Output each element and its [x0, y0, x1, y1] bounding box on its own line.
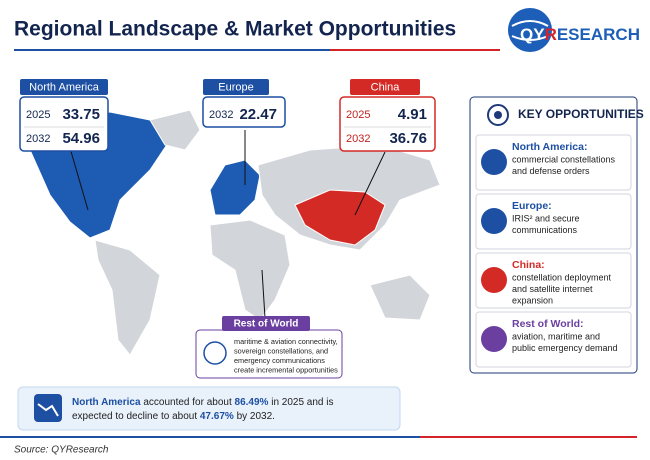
opportunity-list: North America:commercial constellations a… — [475, 134, 632, 368]
callout-label: China — [371, 81, 401, 93]
callout-value: 33.75 — [62, 106, 100, 123]
callout-value: 54.96 — [62, 130, 100, 147]
logo-globe — [508, 8, 552, 52]
australia — [369, 274, 431, 321]
callout-year: 2032 — [346, 133, 370, 145]
summary-box — [17, 386, 401, 431]
row-label: Rest of World — [234, 319, 299, 330]
callout-label-bg — [20, 79, 108, 95]
opportunity-heading: Europe: — [512, 200, 552, 212]
europe — [209, 159, 261, 216]
row-text: maritime & aviation connectivity,soverei… — [234, 337, 338, 375]
callout-label-bg — [203, 79, 269, 95]
opportunity-card — [475, 193, 632, 250]
opportunity-text: constellation deployment — [512, 272, 612, 282]
leader-line — [69, 147, 89, 211]
callout-value: 4.91 — [398, 106, 427, 123]
summary-part: expected to decline to about — [72, 411, 200, 422]
summary-icon — [37, 403, 59, 417]
callout-year: 2025 — [346, 109, 370, 121]
globe-icon — [203, 341, 227, 365]
callout-year: 2032 — [26, 133, 50, 145]
title: Regional Landscape & Market Opportunitie… — [14, 18, 456, 41]
opportunity-text: aviation, maritime and — [512, 331, 600, 341]
row-line: emergency communications — [234, 356, 325, 365]
target-icon — [487, 104, 509, 126]
opportunity-text: communications — [512, 225, 578, 235]
row-line: create incremental opportunities — [234, 365, 338, 374]
opportunity-card — [475, 311, 632, 368]
logo-part: ESEARCH — [557, 25, 640, 44]
callout-value: 36.76 — [389, 130, 427, 147]
opportunity-text: IRIS² and secure — [512, 213, 580, 223]
callout-label: Europe — [218, 81, 253, 93]
leader-line — [261, 269, 266, 319]
leader-line — [354, 151, 386, 216]
logo: QYRESEARCH — [520, 25, 640, 44]
world-map — [29, 109, 441, 356]
summary-line: North America accounted for about 86.49%… — [72, 397, 334, 408]
summary-part: 47.67% — [200, 411, 234, 422]
callout-year: 2025 — [26, 109, 50, 121]
callout-value: 22.47 — [239, 106, 277, 123]
china — [294, 189, 386, 246]
summary-part: 86.49% — [235, 397, 269, 408]
callouts: North America 2025 33.75 2032 54.96 Europe 203… — [19, 79, 436, 152]
opportunity-text: public emergency demand — [512, 343, 618, 353]
opportunity-icon — [481, 326, 507, 352]
callout-box — [19, 96, 109, 152]
opportunity-heading: Rest of World: — [512, 318, 584, 330]
summary-part: by 2032. — [234, 411, 275, 422]
summary-part: North America — [72, 397, 141, 408]
south-america — [94, 239, 161, 356]
summary-text: North America accounted for about 86.49%… — [72, 397, 334, 422]
opportunity-text: and defense orders — [512, 166, 590, 176]
summary-line: expected to decline to about 47.67% by 2… — [72, 411, 275, 422]
opportunity-card — [475, 134, 632, 191]
summary-part: accounted for about — [141, 397, 235, 408]
opportunity-heading: China: — [512, 259, 545, 271]
logo-part: QY — [520, 25, 545, 44]
logo-globe-lines — [511, 20, 549, 41]
source: Source: QYResearch — [14, 445, 109, 456]
logo-part: R — [545, 25, 557, 44]
opportunity-text: commercial constellations — [512, 154, 616, 164]
row-line: sovereign constellations, and — [234, 346, 328, 355]
panel-title: KEY OPPORTUNITIES — [518, 107, 644, 121]
callout-label: North America — [29, 81, 100, 93]
row-line: maritime & aviation connectivity, — [234, 337, 338, 346]
greenland — [149, 109, 201, 151]
target-icon — [494, 111, 502, 119]
callout-box — [339, 96, 436, 152]
opportunity-icon — [481, 208, 507, 234]
africa — [209, 219, 291, 321]
summary-part: in 2025 and is — [268, 397, 333, 408]
row-label-bg — [222, 316, 310, 331]
callout-year: 2032 — [209, 109, 233, 121]
callout-box — [202, 96, 286, 128]
opportunity-text: expansion — [512, 295, 553, 305]
opportunity-text: and satellite internet — [512, 284, 593, 294]
opportunity-card — [475, 252, 632, 309]
opportunity-icon — [481, 149, 507, 175]
opportunity-heading: North America: — [512, 141, 587, 153]
callout-label-bg — [350, 79, 420, 95]
opportunity-icon — [481, 267, 507, 293]
